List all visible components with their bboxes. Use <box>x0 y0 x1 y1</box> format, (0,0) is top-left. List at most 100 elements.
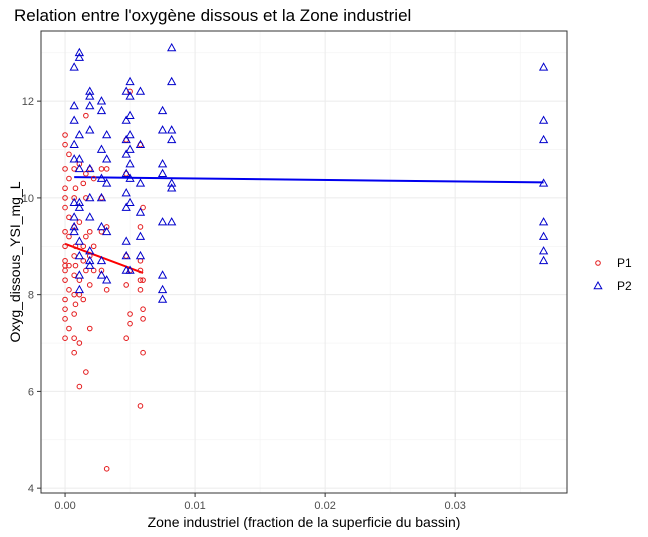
point-p2 <box>96 173 107 182</box>
point-p2 <box>538 255 549 265</box>
point-p1 <box>62 267 68 274</box>
point-p1 <box>86 228 93 235</box>
point-p2 <box>157 217 168 226</box>
point-p1 <box>71 272 77 279</box>
y-axis-title: Oxyg_dissous_YSI_mg_L <box>7 181 23 342</box>
point-p2 <box>96 270 107 279</box>
point-p2 <box>167 42 177 52</box>
legend-label: P2 <box>617 279 632 293</box>
point-p2 <box>121 188 131 197</box>
point-p1 <box>62 185 68 192</box>
point-p2 <box>85 86 95 95</box>
point-p2 <box>121 149 131 158</box>
y-tick-label: 6 <box>28 386 34 398</box>
point-p1 <box>103 224 110 230</box>
x-tick-label: 0.01 <box>184 500 205 512</box>
point-p2 <box>121 202 131 211</box>
point-p2 <box>538 115 549 124</box>
point-p2 <box>157 159 168 168</box>
point-p2 <box>157 168 168 178</box>
point-p1 <box>71 195 77 201</box>
point-p1 <box>127 320 133 327</box>
point-p2 <box>74 47 85 57</box>
point-p2 <box>121 168 131 178</box>
point-p1 <box>66 151 72 158</box>
point-p1 <box>137 287 144 293</box>
point-p2 <box>135 207 146 216</box>
point-p1 <box>90 243 97 250</box>
point-p1 <box>62 306 68 312</box>
point-p1 <box>72 262 79 269</box>
point-p2 <box>102 129 112 139</box>
point-p2 <box>538 178 549 187</box>
point-p2 <box>167 217 177 226</box>
point-p1 <box>76 340 83 346</box>
point-p1 <box>72 301 79 308</box>
y-tick-label: 12 <box>22 96 34 108</box>
point-p2 <box>167 125 177 134</box>
point-p1 <box>66 175 72 182</box>
point-p1 <box>62 243 68 250</box>
point-p1 <box>140 306 146 312</box>
point-p2 <box>74 236 85 245</box>
point-p2 <box>96 144 107 153</box>
point-p2 <box>85 125 95 134</box>
point-p2 <box>167 134 177 144</box>
point-p2 <box>167 76 177 86</box>
point-p1 <box>83 233 89 240</box>
point-p2 <box>538 62 549 71</box>
point-p1 <box>76 383 83 390</box>
point-p2 <box>121 134 131 144</box>
point-p2 <box>85 100 95 110</box>
point-p1 <box>71 166 77 172</box>
point-p2 <box>102 178 112 187</box>
point-p2 <box>96 96 107 105</box>
legend-key-p1 <box>595 260 601 266</box>
point-p2 <box>167 183 177 192</box>
point-p1 <box>140 349 146 356</box>
point-p1 <box>66 325 72 332</box>
point-p1 <box>137 224 144 230</box>
legend: P1 P2 <box>593 256 632 293</box>
point-p2 <box>135 231 146 240</box>
x-axis-title: Zone industriel (fraction de la superfic… <box>148 514 461 530</box>
point-p2 <box>167 178 177 187</box>
point-p2 <box>85 246 95 255</box>
point-p2 <box>125 76 135 86</box>
point-p2 <box>96 221 107 231</box>
point-p2 <box>69 221 79 231</box>
point-p1 <box>123 335 129 341</box>
point-p2 <box>121 115 131 124</box>
point-p1 <box>98 267 105 274</box>
point-p1 <box>123 282 129 288</box>
point-p1 <box>127 311 133 317</box>
point-p1 <box>62 132 68 138</box>
x-tick-label: 0.03 <box>444 500 465 512</box>
point-p2 <box>157 294 168 303</box>
point-p2 <box>74 250 85 260</box>
point-p2 <box>74 270 85 279</box>
point-p2 <box>538 217 549 226</box>
point-p2 <box>538 231 549 240</box>
point-p2 <box>69 115 79 124</box>
point-p2 <box>135 250 146 260</box>
point-p2 <box>102 154 112 163</box>
point-p1 <box>62 277 68 283</box>
x-axis: 0.00 0.01 0.02 0.03 <box>54 493 466 512</box>
point-p1 <box>71 335 77 341</box>
point-p1 <box>66 233 72 240</box>
point-p2 <box>69 139 79 148</box>
x-tick-label: 0.00 <box>54 500 75 512</box>
point-p2 <box>69 100 79 110</box>
point-p2 <box>121 250 131 260</box>
point-p2 <box>135 86 146 95</box>
point-p2 <box>85 260 95 269</box>
chart-title: Relation entre l'oxygène dissous et la Z… <box>14 6 412 25</box>
point-p1 <box>62 141 68 148</box>
point-p1 <box>103 166 110 172</box>
point-p2 <box>69 212 79 221</box>
point-p1 <box>140 204 146 211</box>
point-p1 <box>80 180 87 187</box>
point-p1 <box>103 466 110 472</box>
plot-panel <box>41 31 567 493</box>
